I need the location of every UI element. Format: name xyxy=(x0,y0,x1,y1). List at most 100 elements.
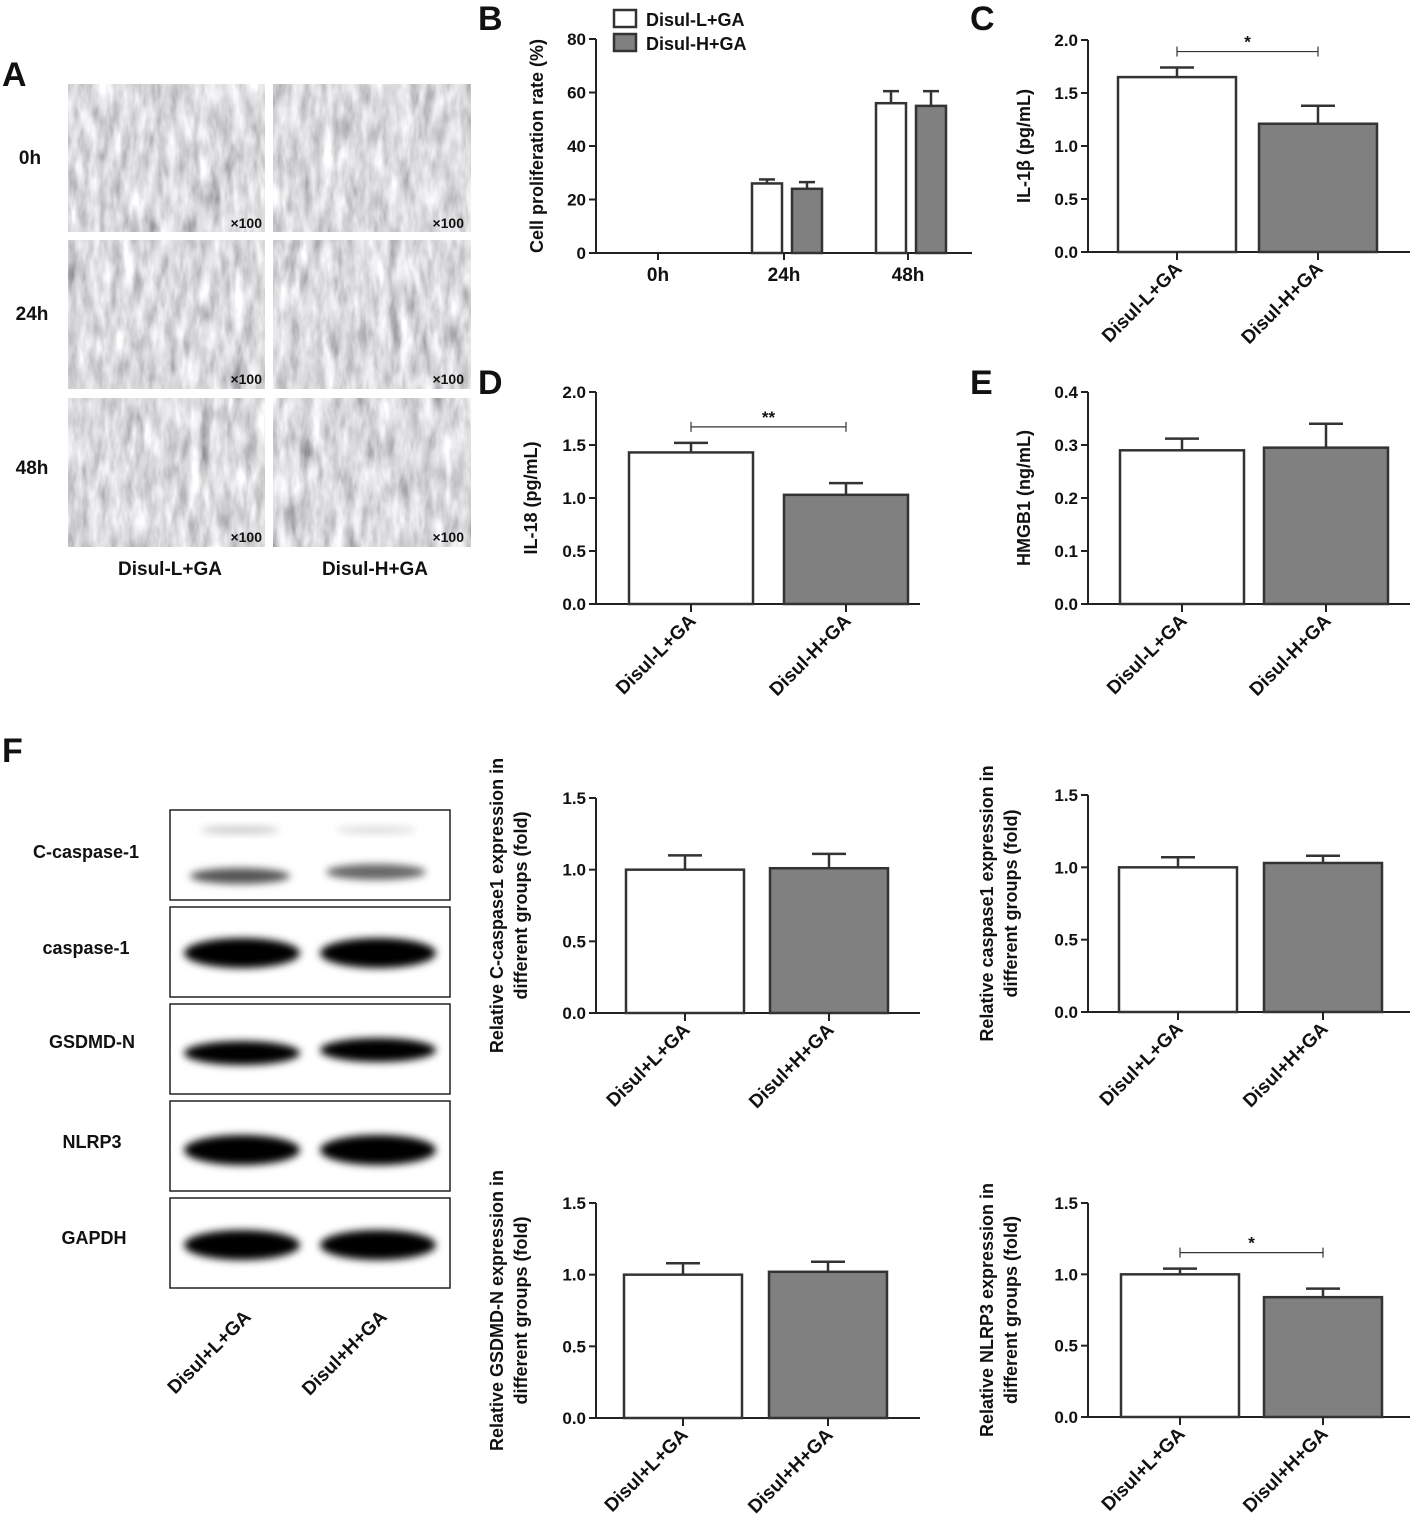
row-label-0h: 0h xyxy=(19,148,41,169)
panel-letter-e: E xyxy=(970,364,993,402)
blot-band xyxy=(336,826,416,834)
chart-f3: 0.0 0.5 1.0 1.5 Relative GSDMD-N expression … xyxy=(487,1170,920,1518)
chart-b: 0 20 40 60 80 Cell proliferation rate (%) 0h 24… xyxy=(527,8,972,286)
y-tick-label: 1.5 xyxy=(1054,786,1078,805)
chart-f2: 0.0 0.5 1.0 1.5 Relative caspase1 expression… xyxy=(977,765,1410,1112)
bar xyxy=(1117,866,1239,1014)
y-tick-label: 0.5 xyxy=(562,932,586,951)
y-tick-label: 1.5 xyxy=(562,789,586,808)
bar xyxy=(1116,75,1238,254)
y-axis-label: IL-1β (pg/mL) xyxy=(1014,89,1034,203)
y-tick-label: 0.4 xyxy=(1054,383,1078,402)
micrograph-image xyxy=(273,398,471,547)
significance-marker: * xyxy=(1248,1234,1255,1253)
panel-letter-f: F xyxy=(2,732,23,770)
lane-label-disul-l: Disul+L+GA xyxy=(164,1306,256,1398)
legend-swatch xyxy=(612,8,638,29)
y-tick-label: 0.3 xyxy=(1054,436,1078,455)
x-tick-label: Disul+H+GA xyxy=(1239,1423,1332,1516)
y-tick-label: 40 xyxy=(567,137,586,156)
y-tick-label: 1.0 xyxy=(562,861,586,880)
x-tick-label: Disul+L+GA xyxy=(1096,1018,1188,1110)
y-tick-label: 0.0 xyxy=(1054,1408,1078,1427)
y-tick-label: 0.5 xyxy=(562,542,586,561)
y-tick-label: 0.0 xyxy=(1054,595,1078,614)
x-tick-label: 0h xyxy=(647,265,669,286)
charts: 0 20 40 60 80 Cell proliferation rate (%) 0h 24… xyxy=(487,8,1410,1518)
blot-band xyxy=(320,1230,436,1260)
y-tick-label: 60 xyxy=(567,84,586,103)
y-axis-label: IL-18 (pg/mL) xyxy=(521,442,541,555)
chart-f4: 0.0 0.5 1.0 1.5 Relative NLRP3 expression in… xyxy=(977,1183,1410,1517)
y-axis-label: Cell proliferation rate (%) xyxy=(527,39,547,253)
y-tick-label: 0.5 xyxy=(562,1337,586,1356)
row-label-48h: 48h xyxy=(16,458,49,479)
x-tick-label: Disul+H+GA xyxy=(745,1019,838,1112)
blot-label-gapdh: GAPDH xyxy=(61,1228,126,1248)
bar xyxy=(750,182,784,255)
chart-c: 0.0 0.5 1.0 1.5 2.0 IL-1β (pg/mL) Disul-L+GA Di… xyxy=(1014,31,1410,349)
x-tick-label: Disul-H+GA xyxy=(1238,258,1328,348)
blot-label-nlrp3: NLRP3 xyxy=(62,1132,121,1152)
panel-letter-b: B xyxy=(478,0,503,38)
legend-label: Disul-H+GA xyxy=(646,34,747,54)
bar xyxy=(1262,446,1390,606)
y-tick-label: 0.0 xyxy=(1054,243,1078,262)
x-tick-label: 24h xyxy=(768,265,801,286)
chart-e: 0.0 0.1 0.2 0.3 0.4 HMGB1 (ng/mL) Disul-L+GA Di… xyxy=(1014,383,1410,701)
column-label-disul-l: Disul-L+GA xyxy=(118,559,222,580)
x-tick-label: Disul+L+GA xyxy=(603,1019,695,1111)
y-axis-label: HMGB1 (ng/mL) xyxy=(1014,430,1034,566)
y-tick-label: 0.0 xyxy=(562,1004,586,1023)
y-axis-label: Relative NLRP3 expression in xyxy=(977,1183,997,1437)
x-tick-label: Disul-L+GA xyxy=(1103,610,1192,699)
y-tick-label: 0.0 xyxy=(562,1409,586,1428)
bar xyxy=(627,451,755,606)
x-tick-label: Disul+L+GA xyxy=(601,1424,693,1516)
y-axis-label: Relative GSDMD-N expression in xyxy=(487,1170,507,1451)
y-tick-label: 0.5 xyxy=(1054,931,1078,950)
blot-label-caspase-1: caspase-1 xyxy=(42,938,129,958)
y-tick-label: 1.0 xyxy=(1054,1265,1078,1284)
magnification-label: ×100 xyxy=(432,371,464,387)
significance-marker: * xyxy=(1244,33,1251,52)
bar xyxy=(1257,122,1379,254)
y-tick-label: 2.0 xyxy=(562,383,586,402)
blot-label-c-caspase-1: C-caspase-1 xyxy=(33,842,139,862)
magnification-label: ×100 xyxy=(230,529,262,545)
blot-band xyxy=(184,938,300,968)
western-blot: C-caspase-1 caspase-1 GSDMD-N NLRP3 GAPD… xyxy=(33,809,451,1400)
y-tick-label: 0.2 xyxy=(1054,489,1078,508)
bar xyxy=(1262,1295,1384,1419)
bar xyxy=(622,1273,744,1420)
micrograph-image xyxy=(68,84,265,232)
y-tick-label: 0.0 xyxy=(562,595,586,614)
blot-band xyxy=(200,826,280,834)
y-axis-label: Relative caspase1 expression in xyxy=(977,765,997,1041)
y-tick-label: 1.0 xyxy=(1054,137,1078,156)
magnification-label: ×100 xyxy=(432,529,464,545)
bar xyxy=(624,868,746,1015)
y-tick-label: 0.0 xyxy=(1054,1003,1078,1022)
y-tick-label: 1.5 xyxy=(562,1194,586,1213)
y-axis-label: different groups (fold) xyxy=(1001,810,1021,998)
x-tick-label: Disul-H+GA xyxy=(1246,610,1336,700)
chart-d: 0.0 0.5 1.0 1.5 2.0 IL-18 (pg/mL) Disul-L+GA Di… xyxy=(521,383,920,701)
y-tick-label: 20 xyxy=(567,191,586,210)
magnification-label: ×100 xyxy=(230,371,262,387)
column-label-disul-h: Disul-H+GA xyxy=(322,559,428,580)
y-tick-label: 2.0 xyxy=(1054,31,1078,50)
panel-letter-c: C xyxy=(970,0,995,38)
x-tick-label: Disul-L+GA xyxy=(1098,258,1187,347)
y-tick-label: 0 xyxy=(577,244,586,263)
bar xyxy=(790,187,824,255)
blot-label-gsdmd-n: GSDMD-N xyxy=(49,1032,135,1052)
panel-letter-d: D xyxy=(478,364,503,402)
legend-swatch xyxy=(612,32,638,53)
y-tick-label: 1.5 xyxy=(562,436,586,455)
chart-f1: 0.0 0.5 1.0 1.5 Relative C-caspase1 expressi… xyxy=(487,758,920,1113)
micrograph-image xyxy=(68,240,265,389)
y-tick-label: 1.5 xyxy=(1054,84,1078,103)
row-label-24h: 24h xyxy=(16,304,49,325)
bar xyxy=(782,493,910,606)
